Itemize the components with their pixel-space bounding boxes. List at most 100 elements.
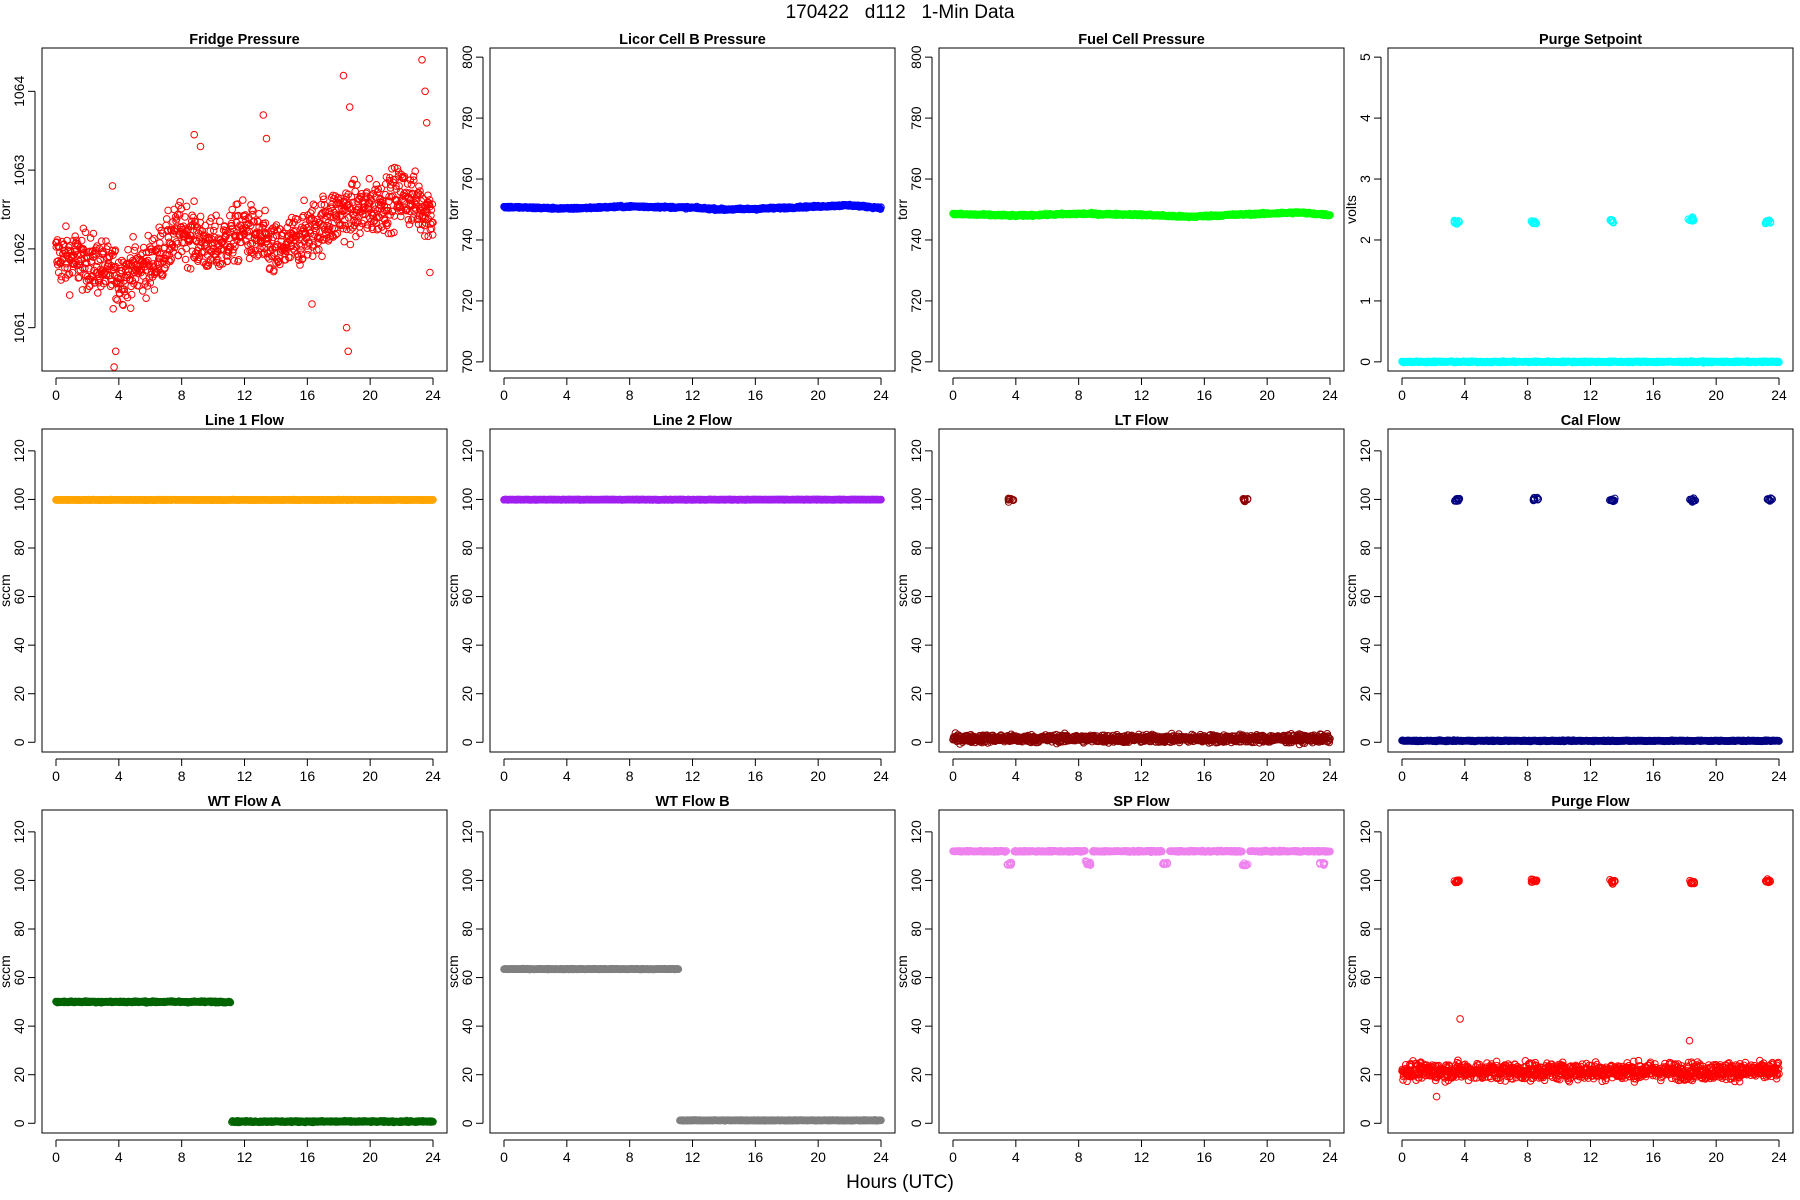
- y-tick-label: 1064: [11, 76, 27, 107]
- y-tick-label: 120: [908, 439, 924, 463]
- x-tick-label: 0: [500, 387, 508, 403]
- data-point: [111, 246, 120, 254]
- data-point: [112, 295, 120, 303]
- x-tick-label: 24: [873, 387, 889, 403]
- data-point: [181, 255, 190, 264]
- y-tick-label: 0: [459, 738, 475, 746]
- data-point: [189, 213, 198, 222]
- data-point: [62, 222, 70, 230]
- x-tick-label: 24: [873, 768, 889, 784]
- data-point: [174, 251, 183, 260]
- plot-frame: [1387, 47, 1794, 372]
- data-point: [243, 227, 251, 236]
- y-tick-label: 4: [1357, 114, 1373, 122]
- y-tick-label: 0: [908, 738, 924, 746]
- data-point: [97, 237, 106, 245]
- data-point: [108, 280, 116, 289]
- data-point: [105, 260, 113, 268]
- y-tick-label: 1: [1357, 297, 1373, 305]
- data-point: [113, 296, 122, 304]
- data-point: [80, 254, 89, 263]
- data-point: [346, 240, 355, 249]
- x-tick-label: 0: [52, 387, 60, 403]
- x-tick-label: 8: [1524, 387, 1532, 403]
- y-tick-label: 780: [908, 106, 924, 130]
- data-point: [224, 248, 233, 256]
- outlier-point: [259, 111, 268, 119]
- data-point: [144, 231, 152, 240]
- data-point: [170, 205, 178, 214]
- data-point: [138, 287, 147, 295]
- y-axis-label: sccm: [894, 574, 910, 607]
- data-point: [136, 251, 145, 259]
- outlier-point: [426, 268, 434, 277]
- data-point: [255, 210, 263, 218]
- y-tick-label: 100: [908, 488, 924, 512]
- data-point: [131, 243, 139, 251]
- y-tick-label: 720: [908, 289, 924, 313]
- x-tick-label: 4: [1012, 768, 1020, 784]
- data-point: [200, 242, 209, 250]
- data-point: [93, 262, 101, 271]
- x-tick-label: 4: [563, 387, 571, 403]
- data-point: [239, 196, 247, 204]
- outlier-point: [339, 71, 348, 80]
- data-point: [212, 211, 220, 220]
- data-point: [271, 242, 280, 251]
- y-axis-label: sccm: [0, 574, 13, 607]
- data-point: [270, 266, 278, 275]
- y-tick-label: 120: [11, 439, 27, 463]
- data-point: [188, 211, 196, 220]
- data-point: [79, 224, 88, 233]
- x-tick-label: 20: [810, 768, 826, 784]
- x-tick-label: 4: [1461, 387, 1469, 403]
- data-point: [126, 304, 135, 313]
- data-point: [161, 264, 169, 273]
- data-point: [93, 242, 101, 250]
- data-point: [127, 290, 136, 299]
- outlier-point: [196, 142, 205, 151]
- plot-frame: [938, 428, 1345, 753]
- data-point: [142, 294, 150, 303]
- data-point: [201, 221, 210, 230]
- y-tick-label: 760: [908, 167, 924, 191]
- data-point: [145, 262, 154, 271]
- plot-frame: [41, 47, 448, 372]
- data-points: [500, 200, 885, 214]
- data-point: [261, 219, 270, 227]
- data-points: [500, 495, 885, 504]
- data-point: [77, 255, 85, 264]
- data-point: [85, 264, 93, 273]
- data-point: [120, 287, 129, 296]
- outlier-point: [421, 87, 429, 96]
- x-tick-label: 4: [1012, 387, 1020, 403]
- data-point: [168, 243, 176, 252]
- y-tick-label: 40: [908, 637, 924, 653]
- data-point: [196, 212, 205, 221]
- data-point: [190, 197, 198, 205]
- data-point: [129, 233, 137, 241]
- x-tick-label: 20: [362, 387, 378, 403]
- x-tick-label: 4: [115, 387, 123, 403]
- y-axis-label: torr: [445, 199, 461, 220]
- outlier-point: [342, 323, 351, 332]
- panel-title: LT Flow: [1115, 413, 1169, 429]
- data-point: [124, 245, 132, 254]
- data-point: [102, 237, 110, 245]
- data-point: [258, 242, 266, 251]
- data-point: [164, 206, 172, 215]
- x-tick-label: 12: [237, 768, 253, 784]
- data-point: [232, 231, 240, 240]
- data-point: [318, 252, 326, 261]
- data-point: [311, 201, 319, 210]
- data-point: [77, 236, 86, 245]
- y-tick-label: 760: [459, 167, 475, 191]
- data-point: [94, 289, 102, 297]
- data-point: [81, 264, 89, 273]
- data-point: [230, 257, 238, 265]
- y-tick-label: 5: [1357, 53, 1373, 61]
